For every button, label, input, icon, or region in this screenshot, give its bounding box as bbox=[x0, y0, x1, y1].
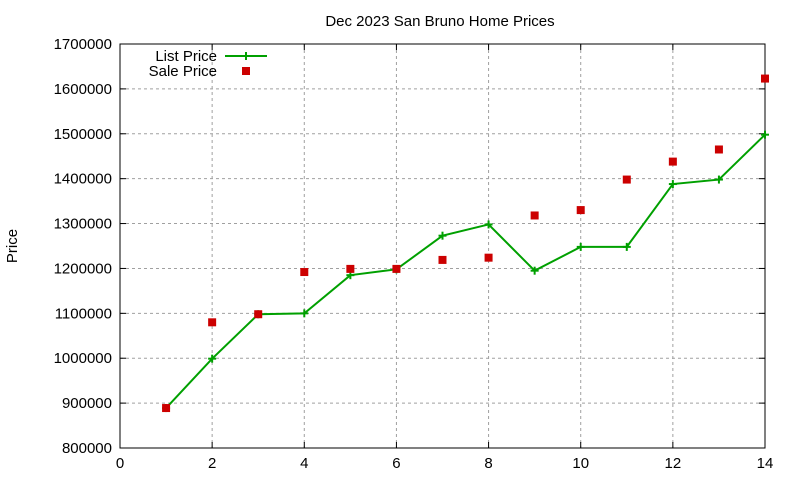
y-tick-label: 900000 bbox=[62, 395, 112, 412]
y-axis-label: Price bbox=[4, 229, 21, 263]
grid-lines bbox=[120, 44, 765, 448]
series-list-price bbox=[162, 130, 769, 413]
tick-labels: 800000 900000 1000000 1100000 1200000 1300000… bbox=[54, 36, 774, 472]
x-tick-label: 8 bbox=[484, 455, 492, 472]
data-series bbox=[162, 74, 769, 413]
y-tick-label: 1700000 bbox=[54, 36, 112, 53]
y-tick-label: 1500000 bbox=[54, 126, 112, 143]
axes bbox=[119, 43, 766, 449]
x-tick-label: 14 bbox=[757, 455, 774, 472]
y-tick-label: 1400000 bbox=[54, 171, 112, 188]
x-tick-label: 4 bbox=[300, 455, 308, 472]
y-tick-label: 800000 bbox=[62, 440, 112, 457]
x-tick-label: 10 bbox=[572, 455, 589, 472]
y-tick-label: 1000000 bbox=[54, 350, 112, 367]
y-tick-label: 1600000 bbox=[54, 81, 112, 98]
series-sale-price bbox=[162, 74, 769, 413]
legend-label: List Price bbox=[155, 48, 217, 65]
y-tick-label: 1300000 bbox=[54, 216, 112, 233]
x-tick-label: 2 bbox=[208, 455, 216, 472]
y-tick-label: 1100000 bbox=[55, 305, 112, 322]
x-tick-label: 0 bbox=[116, 455, 124, 472]
x-tick-label: 12 bbox=[665, 455, 682, 472]
chart-title: Dec 2023 San Bruno Home Prices bbox=[325, 13, 554, 30]
y-tick-label: 1200000 bbox=[54, 260, 112, 277]
x-tick-label: 6 bbox=[392, 455, 400, 472]
legend-label: Sale Price bbox=[149, 63, 217, 80]
